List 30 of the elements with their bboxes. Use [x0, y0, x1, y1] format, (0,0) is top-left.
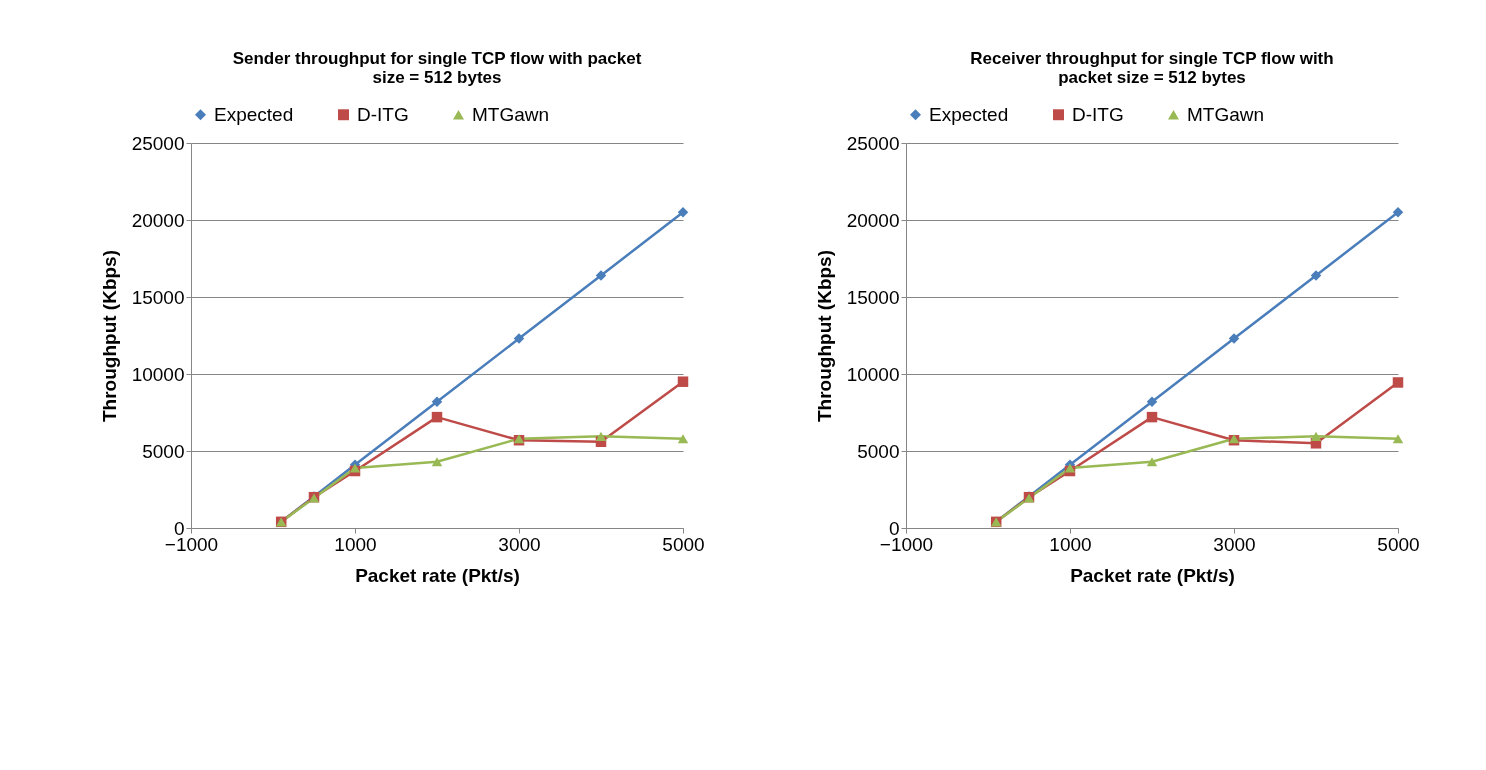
y-tick-label: 10000 [846, 363, 900, 385]
y-tick-label: 25000 [846, 132, 900, 154]
legend-label: Expected [929, 103, 1009, 125]
legend-label: Expected [214, 103, 294, 125]
y-tick-label: 10000 [131, 363, 185, 385]
y-tick-label: 25000 [131, 132, 185, 154]
y-tick-label: 0 [888, 517, 900, 539]
legend-label: MTGawn [1187, 103, 1265, 125]
x-tick-label: 5000 [662, 533, 705, 555]
y-axis-title: Throughput (Kbps) [98, 249, 120, 423]
x-axis-title: Packet rate (Pkt/s) [1070, 564, 1235, 586]
legend-label: D-ITG [357, 103, 409, 125]
y-tick-label: 20000 [846, 209, 900, 231]
chart-title: Receiver throughput for single TCP flow with packet size = 512 bytes [970, 49, 1334, 87]
y-tick-label: 15000 [846, 286, 900, 308]
x-tick-label: 3000 [1213, 533, 1256, 555]
x-axis-title: Packet rate (Pkt/s) [355, 564, 520, 586]
legend-label: D-ITG [1072, 103, 1124, 125]
legend-label: MTGawn [472, 103, 550, 125]
x-tick-label: 1000 [1049, 533, 1092, 555]
x-tick-label: 5000 [1377, 533, 1420, 555]
x-tick-label: 3000 [498, 533, 541, 555]
y-tick-label: 5000 [142, 440, 185, 462]
chart-title: Sender throughput for single TCP flow with packet size = 512 bytes [232, 49, 642, 87]
y-tick-label: 0 [173, 517, 185, 539]
y-tick-label: 5000 [857, 440, 900, 462]
y-tick-label: 15000 [131, 286, 185, 308]
y-axis-title: Throughput (Kbps) [813, 249, 835, 423]
x-tick-label: 1000 [334, 533, 377, 555]
y-tick-label: 20000 [131, 209, 185, 231]
